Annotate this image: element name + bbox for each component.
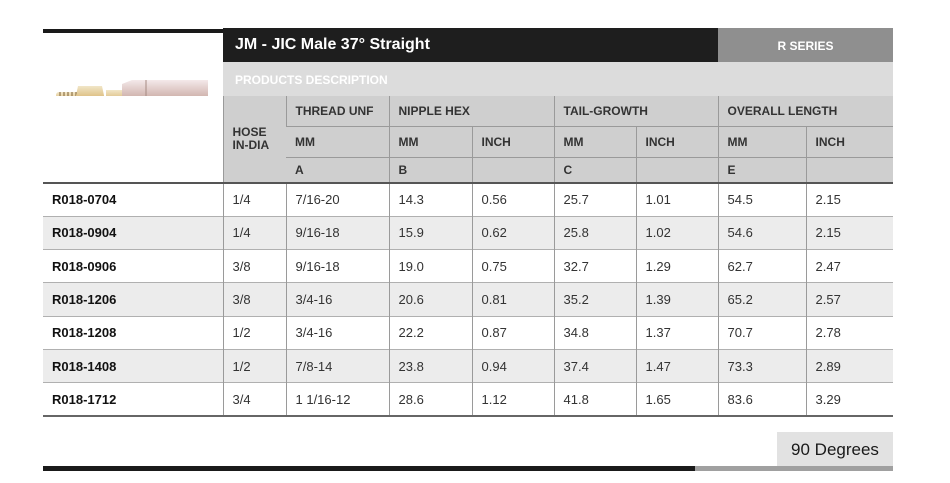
overall-mm-cell: 54.5: [717, 181, 807, 217]
part-number: R018-1208: [43, 315, 223, 350]
image-cell: [43, 96, 223, 183]
thread-cell: 3/4-16: [285, 282, 389, 317]
nipple-inch-cell: 0.87: [471, 315, 555, 350]
nipple-mm-cell: 22.2: [388, 315, 472, 350]
overall-mm-cell: 73.3: [717, 348, 807, 383]
thread-cell: 9/16-18: [285, 215, 389, 250]
nipple-inch-cell: 0.62: [471, 215, 555, 250]
part-number: R018-1408: [43, 348, 223, 383]
overall-inch-cell: 2.15: [805, 181, 894, 217]
nipple-inch-cell: 0.94: [471, 348, 555, 383]
overall-inch-cell: 2.89: [805, 348, 894, 383]
table-row: R018-0704 1/4 7/16-20 14.3 0.56 25.7 1.0…: [43, 181, 894, 217]
overall-mm-cell: 70.7: [717, 315, 807, 350]
part-number: R018-0904: [43, 215, 223, 250]
header-blank: [635, 156, 719, 183]
header-mm: MM: [388, 125, 472, 157]
nipple-inch-cell: 0.75: [471, 249, 555, 283]
tail-inch-cell: 1.65: [635, 382, 719, 418]
header-tail-growth: TAIL-GROWTH: [553, 96, 719, 126]
tail-mm-cell: 34.8: [553, 315, 637, 350]
thread-cell: 3/4-16: [285, 315, 389, 350]
tail-mm-cell: 25.8: [553, 215, 637, 250]
tail-mm-cell: 37.4: [553, 348, 637, 383]
bottom-rule-accent: [695, 466, 893, 471]
nipple-mm-cell: 28.6: [388, 382, 472, 418]
tail-mm-cell: 35.2: [553, 282, 637, 317]
thread-cell: 7/8-14: [285, 348, 389, 383]
header-nipple-hex: NIPPLE HEX: [388, 96, 555, 126]
table-row: R018-1206 3/8 3/4-16 20.6 0.81 35.2 1.39…: [43, 282, 894, 317]
hose-cell: 3/8: [222, 249, 286, 283]
header-inch: INCH: [805, 125, 894, 157]
nipple-mm-cell: 15.9: [388, 215, 472, 250]
header-overall-length: OVERALL LENGTH: [717, 96, 894, 126]
header-hose-in-dia: HOSE IN-DIA: [222, 96, 286, 183]
tail-mm-cell: 41.8: [553, 382, 637, 418]
header-letter-c: C: [553, 156, 637, 183]
tail-mm-cell: 32.7: [553, 249, 637, 283]
nipple-mm-cell: 23.8: [388, 348, 472, 383]
hose-cell: 1/2: [222, 348, 286, 383]
header-blank: [471, 156, 555, 183]
header-letter-a: A: [286, 156, 389, 183]
header-letter-e: E: [717, 156, 807, 183]
top-rule: [43, 29, 223, 33]
tail-inch-cell: 1.37: [635, 315, 719, 350]
table-row: R018-1408 1/2 7/8-14 23.8 0.94 37.4 1.47…: [43, 348, 894, 383]
header-mm: MM: [286, 125, 389, 157]
thread-cell: 1 1/16-12: [285, 382, 389, 418]
overall-mm-cell: 54.6: [717, 215, 807, 250]
nipple-inch-cell: 0.56: [471, 181, 555, 217]
part-number: R018-1206: [43, 282, 223, 317]
overall-mm-cell: 83.6: [717, 382, 807, 418]
products-description-label: PRODUCTS DESCRIPTION: [223, 62, 893, 96]
tail-mm-cell: 25.7: [553, 181, 637, 217]
nipple-inch-cell: 1.12: [471, 382, 555, 418]
header-mm: MM: [553, 125, 637, 157]
thread-cell: 9/16-18: [285, 249, 389, 283]
overall-mm-cell: 65.2: [717, 282, 807, 317]
bottom-rule: [43, 466, 695, 471]
overall-mm-cell: 62.7: [717, 249, 807, 283]
degrees-badge: 90 Degrees: [777, 432, 893, 466]
table-row: R018-1712 3/4 1 1/16-12 28.6 1.12 41.8 1…: [43, 382, 894, 418]
table-row: R018-0906 3/8 9/16-18 19.0 0.75 32.7 1.2…: [43, 249, 894, 283]
header-letter-b: B: [388, 156, 472, 183]
tail-inch-cell: 1.01: [635, 181, 719, 217]
hose-cell: 1/2: [222, 315, 286, 350]
header-inch: INCH: [635, 125, 719, 157]
table-row: R018-1208 1/2 3/4-16 22.2 0.87 34.8 1.37…: [43, 315, 894, 350]
nipple-mm-cell: 20.6: [388, 282, 472, 317]
header-blank: [805, 156, 894, 183]
hose-cell: 3/4: [222, 382, 286, 418]
tail-inch-cell: 1.02: [635, 215, 719, 250]
header-inch: INCH: [471, 125, 555, 157]
overall-inch-cell: 2.57: [805, 282, 894, 317]
thread-cell: 7/16-20: [285, 181, 389, 217]
part-number: R018-0906: [43, 249, 223, 283]
header-mm: MM: [717, 125, 807, 157]
tail-inch-cell: 1.29: [635, 249, 719, 283]
table-row: R018-0904 1/4 9/16-18 15.9 0.62 25.8 1.0…: [43, 215, 894, 250]
part-number: R018-1712: [43, 382, 223, 418]
hose-cell: 1/4: [222, 181, 286, 217]
hose-cell: 3/8: [222, 282, 286, 317]
product-title: JM - JIC Male 37° Straight: [223, 28, 718, 62]
nipple-mm-cell: 19.0: [388, 249, 472, 283]
tail-inch-cell: 1.39: [635, 282, 719, 317]
nipple-mm-cell: 14.3: [388, 181, 472, 217]
header-thread-unf: THREAD UNF: [285, 96, 389, 126]
spec-table: HOSE IN-DIA THREAD UNF NIPPLE HEX TAIL-G…: [43, 96, 894, 418]
overall-inch-cell: 2.78: [805, 315, 894, 350]
part-number: R018-0704: [43, 181, 223, 217]
series-label: R SERIES: [718, 28, 893, 62]
hose-cell: 1/4: [222, 215, 286, 250]
overall-inch-cell: 3.29: [805, 382, 894, 418]
overall-inch-cell: 2.15: [805, 215, 894, 250]
overall-inch-cell: 2.47: [805, 249, 894, 283]
tail-inch-cell: 1.47: [635, 348, 719, 383]
nipple-inch-cell: 0.81: [471, 282, 555, 317]
